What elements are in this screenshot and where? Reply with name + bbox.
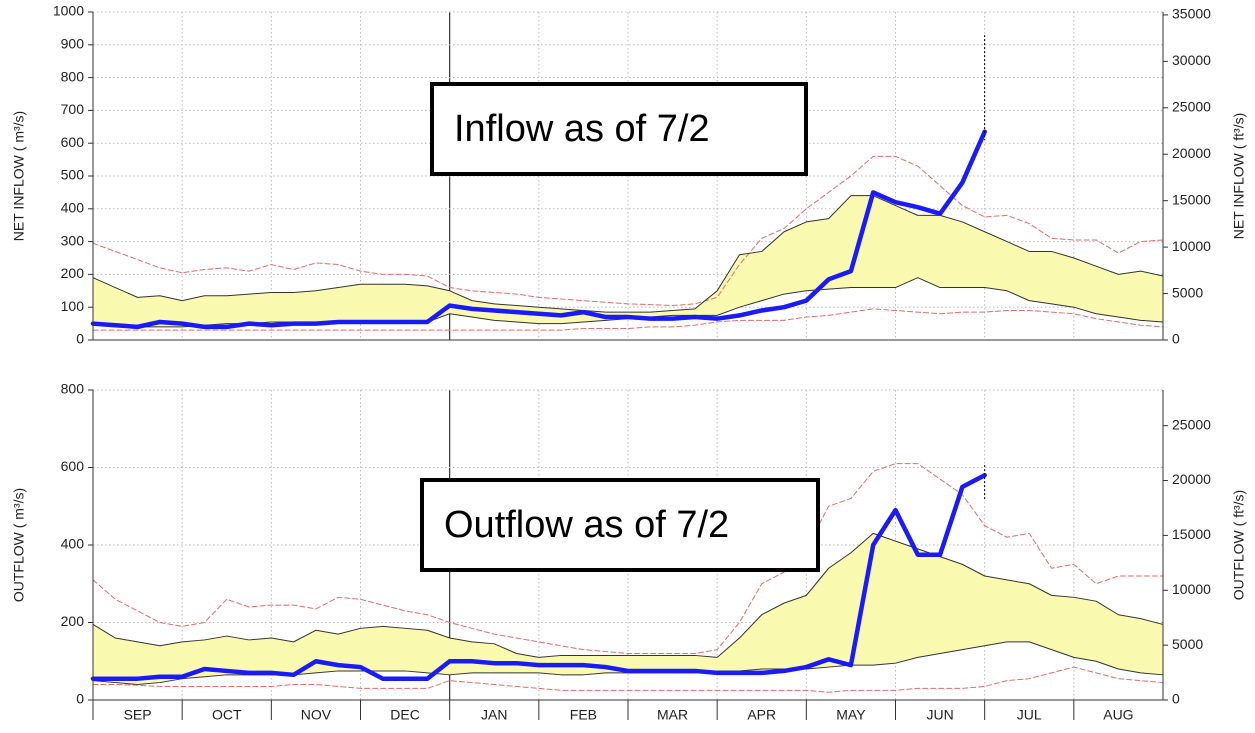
line	[92, 532, 1164, 658]
x-tick-label: JUN	[926, 707, 953, 723]
y-tick-label: 0	[76, 691, 84, 707]
annotation: Outflow as of 7/2	[420, 478, 820, 572]
y2-tick-label: 5000	[1172, 636, 1203, 652]
y2-tick-label: 25000	[1172, 416, 1211, 432]
line	[90, 473, 987, 681]
y-tick-label: 400	[61, 536, 85, 552]
x-tick-label: MAR	[657, 707, 688, 723]
y2-tick-label: 20000	[1172, 471, 1211, 487]
y2-tick-label: 0	[1172, 691, 1180, 707]
x-tick-label: JAN	[481, 707, 507, 723]
line	[92, 666, 1164, 693]
x-tick-label: NOV	[301, 707, 332, 723]
x-tick-label: DEC	[390, 707, 420, 723]
y-axis-label: NET INFLOW ( m³/s)	[11, 111, 27, 241]
y-tick-label: 400	[61, 200, 85, 216]
line	[92, 195, 1164, 313]
y-tick-label: 300	[61, 232, 85, 248]
y-tick-label: 800	[61, 68, 85, 84]
y-axis-label: OUTFLOW ( m³/s)	[11, 488, 27, 602]
x-tick-label: FEB	[570, 707, 597, 723]
band	[93, 533, 1163, 685]
line	[90, 129, 987, 330]
y-tick-label: 200	[61, 613, 85, 629]
y2-tick-label: 10000	[1172, 238, 1211, 254]
y2-axis-label: OUTFLOW ( ft³/s)	[1231, 490, 1247, 600]
y2-tick-label: 0	[1172, 331, 1180, 347]
line	[92, 463, 1164, 654]
y-tick-label: 900	[61, 36, 85, 52]
y2-tick-label: 30000	[1172, 52, 1211, 68]
y-tick-label: 600	[61, 134, 85, 150]
y2-tick-label: 15000	[1172, 526, 1211, 542]
annotation: Inflow as of 7/2	[430, 82, 808, 176]
y-tick-label: 1000	[53, 3, 84, 19]
line	[92, 308, 1164, 331]
x-tick-label: SEP	[124, 707, 152, 723]
y2-tick-label: 5000	[1172, 284, 1203, 300]
x-tick-label: OCT	[212, 707, 242, 723]
y-tick-label: 500	[61, 167, 85, 183]
y-tick-label: 700	[61, 101, 85, 117]
y2-tick-label: 15000	[1172, 191, 1211, 207]
band	[93, 195, 1163, 327]
x-tick-label: APR	[747, 707, 776, 723]
y2-tick-label: 35000	[1172, 6, 1211, 22]
y-tick-label: 800	[61, 381, 85, 397]
x-tick-label: AUG	[1103, 707, 1133, 723]
y2-tick-label: 10000	[1172, 581, 1211, 597]
y-tick-label: 200	[61, 265, 85, 281]
y2-tick-label: 25000	[1172, 99, 1211, 115]
line	[92, 155, 1164, 307]
x-tick-label: JUL	[1017, 707, 1042, 723]
y2-tick-label: 20000	[1172, 145, 1211, 161]
y-tick-label: 100	[61, 298, 85, 314]
y-tick-label: 0	[76, 331, 84, 347]
y2-axis-label: NET INFLOW ( ft³/s)	[1231, 113, 1247, 240]
y-tick-label: 600	[61, 458, 85, 474]
x-tick-label: MAY	[836, 707, 866, 723]
